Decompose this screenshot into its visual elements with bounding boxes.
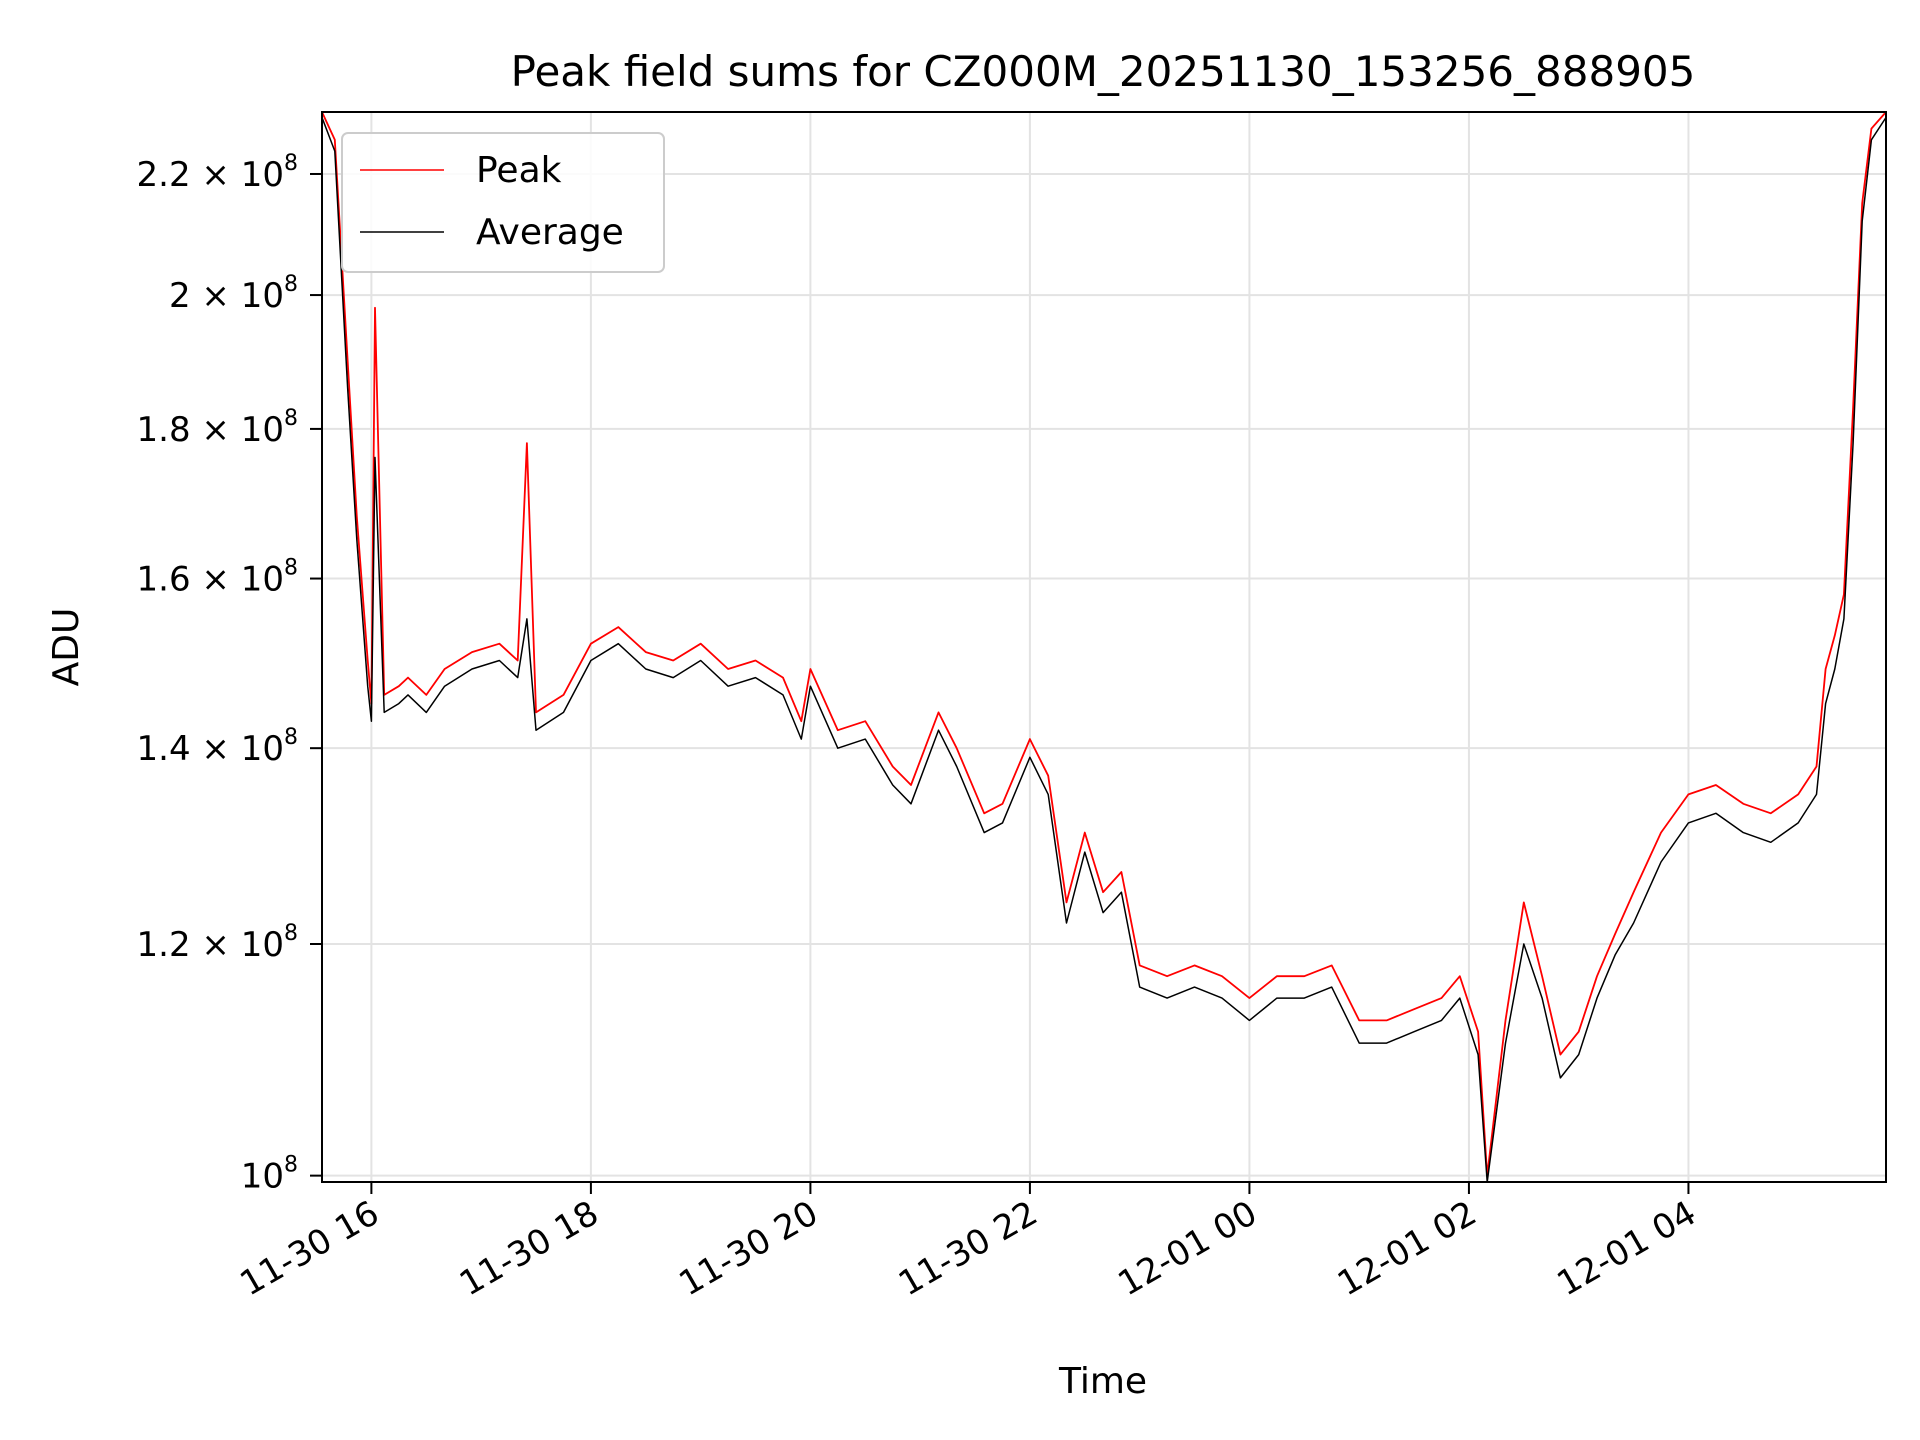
y-tick-label-1: 1.2 × 108 (137, 921, 298, 965)
y-tick-label-6: 2.2 × 108 (137, 151, 298, 195)
grid (322, 112, 1886, 1182)
legend-label-average: Average (476, 212, 624, 253)
plot-frame (321, 111, 1887, 1183)
legend-box (341, 132, 665, 273)
x-axis-label: Time (1058, 1361, 1147, 1402)
y-tick-label-2: 1.4 × 108 (137, 725, 298, 769)
chart-title: Peak field sums for CZ000M_20251130_1532… (511, 47, 1696, 96)
y-tick-label-5: 2 × 108 (169, 272, 298, 316)
y-tick-label-4: 1.8 × 108 (137, 406, 298, 450)
legend: Peak Average (341, 132, 665, 273)
legend-label-peak: Peak (476, 150, 562, 191)
y-tick-label-3: 1.6 × 108 (137, 556, 298, 600)
y-axis-label: ADU (46, 608, 87, 687)
series-layer (321, 111, 1887, 1183)
series-line-average (321, 117, 1887, 1183)
series-line-peak (321, 111, 1887, 1177)
